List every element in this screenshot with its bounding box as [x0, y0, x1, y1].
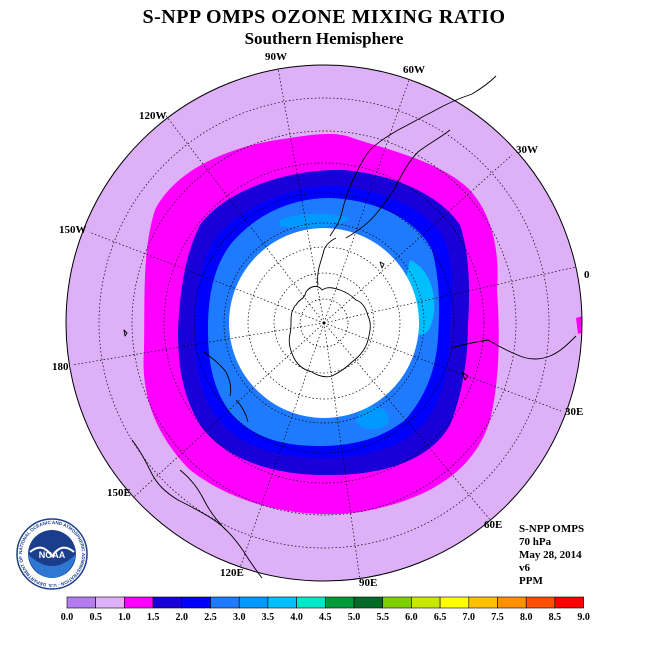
map-border — [65, 64, 583, 582]
info-date: May 28, 2014 — [519, 549, 582, 561]
page-title: S-NPP OMPS OZONE MIXING RATIO — [142, 6, 506, 28]
coastline-island-3 — [379, 261, 385, 269]
lon-label-150w: 150W — [59, 224, 87, 236]
lon-label-60e: 60E — [484, 519, 502, 531]
south-pole-marker — [322, 321, 326, 325]
lon-label-90w: 90W — [265, 51, 287, 63]
coastline-antarctic-peninsula — [317, 237, 337, 286]
info-level: 70 hPa — [519, 536, 552, 548]
info-units: PPM — [519, 575, 543, 587]
lon-label-90e: 90E — [359, 577, 377, 589]
info-instrument: S-NPP OMPS — [519, 523, 585, 535]
coastline-island-1 — [123, 329, 128, 337]
lon-label-30w: 30W — [516, 144, 538, 156]
coastline-island-2 — [461, 371, 469, 381]
coastline-africa — [487, 335, 577, 360]
coastline-antarctica — [288, 285, 371, 378]
lon-label-60w: 60W — [403, 64, 425, 76]
coastline-australia-2 — [179, 469, 227, 531]
info-version: v6 — [519, 562, 530, 574]
contour-band-3-0-north — [280, 213, 350, 228]
coastline-south-america-east — [345, 129, 451, 239]
contour-edge-patch — [576, 316, 582, 334]
lon-label-120e: 120E — [220, 567, 244, 579]
contour-band-3-0-south — [356, 406, 389, 430]
coastline-south-america — [329, 75, 497, 237]
coastlines — [123, 75, 577, 579]
coastline-australia — [131, 439, 263, 579]
lon-label-150e: 150E — [107, 487, 131, 499]
lon-label-180: 180 — [52, 361, 69, 373]
coastline-africa-south — [451, 339, 489, 349]
coastline-new-zealand — [203, 351, 232, 397]
noaa-logo-text: NOAA — [39, 550, 66, 560]
lon-label-0: 0 — [584, 269, 590, 281]
lon-label-30e: 30E — [565, 406, 583, 418]
noaa-logo: NATIONAL OCEANIC AND ATMOSPHERIC ADMINIS… — [16, 518, 88, 590]
lon-label-120w: 120W — [139, 110, 167, 122]
graticule — [71, 67, 577, 581]
page-subtitle: Southern Hemisphere — [244, 29, 404, 48]
coastline-nz-south — [235, 399, 249, 423]
